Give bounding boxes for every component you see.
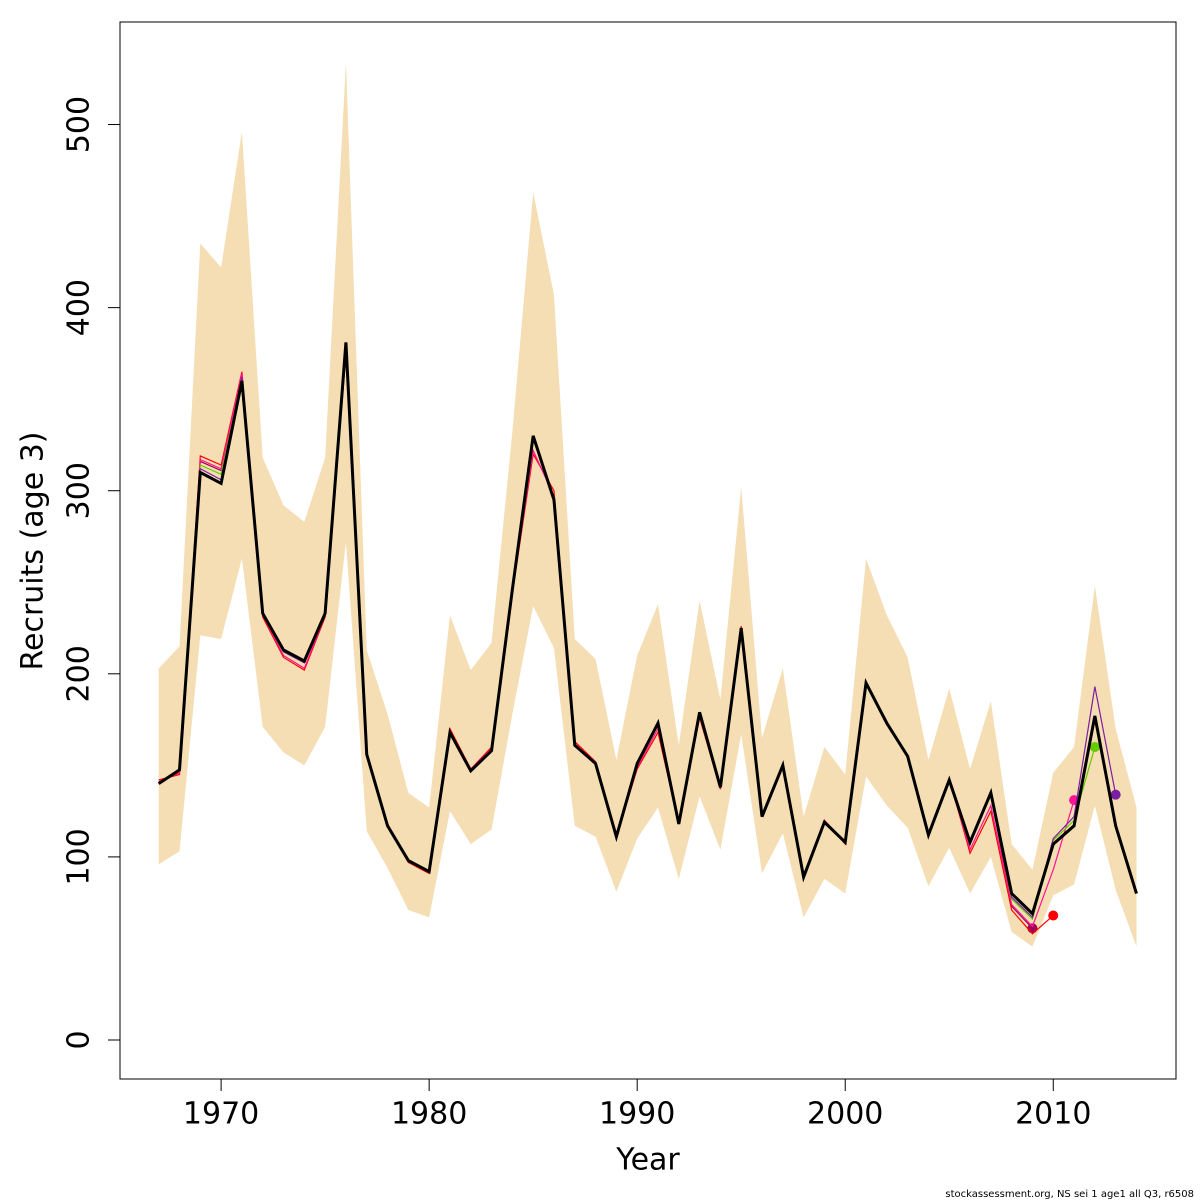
y-tick-label: 500	[62, 96, 97, 153]
x-tick-label: 1970	[183, 1097, 259, 1132]
x-axis-label: Year	[615, 1143, 680, 1178]
retro-endpoint	[1110, 789, 1121, 800]
y-tick-label: 0	[62, 1030, 97, 1049]
retro-endpoint	[1089, 742, 1100, 753]
y-tick-label: 400	[62, 279, 97, 336]
y-axis-label: Recruits (age 3)	[16, 432, 51, 671]
retro-endpoint	[1048, 910, 1059, 921]
x-tick-label: 2010	[1015, 1097, 1091, 1132]
confidence-band	[158, 62, 1137, 947]
y-tick-label: 200	[62, 645, 97, 702]
x-tick-label: 2000	[807, 1097, 883, 1132]
final-line	[157, 342, 1138, 917]
plot-frame	[119, 21, 1177, 1080]
x-tick-label: 1990	[599, 1097, 675, 1132]
y-tick-label: 100	[62, 828, 97, 885]
footnote: stockassessment.org, NS sei 1 age1 all Q…	[945, 1189, 1194, 1200]
x-tick-label: 1980	[391, 1097, 467, 1132]
y-tick-label: 300	[62, 462, 97, 519]
